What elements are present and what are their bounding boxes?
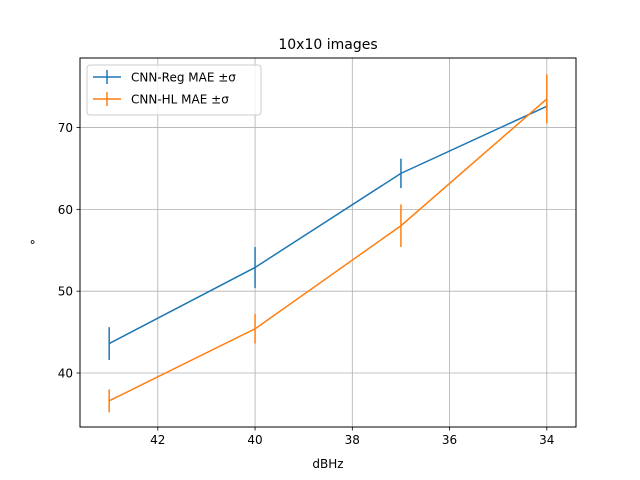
legend: CNN-Reg MAE ±σ CNN-HL MAE ±σ — [86, 64, 262, 116]
grid-lines — [80, 58, 576, 427]
series-2 — [108, 74, 548, 413]
chart-title: 10x10 images — [278, 37, 377, 53]
series-1 — [108, 103, 548, 360]
legend-box — [86, 64, 262, 116]
x-tick-label: 34 — [539, 433, 554, 447]
legend-label: CNN-Reg MAE ±σ — [131, 71, 236, 85]
plot-series — [108, 74, 548, 413]
y-tick-label: 70 — [58, 121, 73, 135]
y-axis-label: ° — [29, 239, 43, 245]
x-tick-label: 38 — [345, 433, 360, 447]
y-tick-label: 60 — [58, 203, 73, 217]
series-line — [108, 98, 548, 402]
x-tick-label: 36 — [442, 433, 457, 447]
y-tick-label: 50 — [58, 285, 73, 299]
axis-ticks: 42 40 38 36 34 40 50 60 70 — [58, 121, 555, 447]
y-tick-label: 40 — [58, 367, 73, 381]
legend-label: CNN-HL MAE ±σ — [131, 93, 229, 107]
series-line — [108, 105, 548, 345]
x-tick-label: 42 — [150, 433, 165, 447]
x-tick-label: 40 — [247, 433, 262, 447]
plot-area-frame — [79, 57, 577, 428]
x-axis-label: dBHz — [312, 457, 343, 471]
